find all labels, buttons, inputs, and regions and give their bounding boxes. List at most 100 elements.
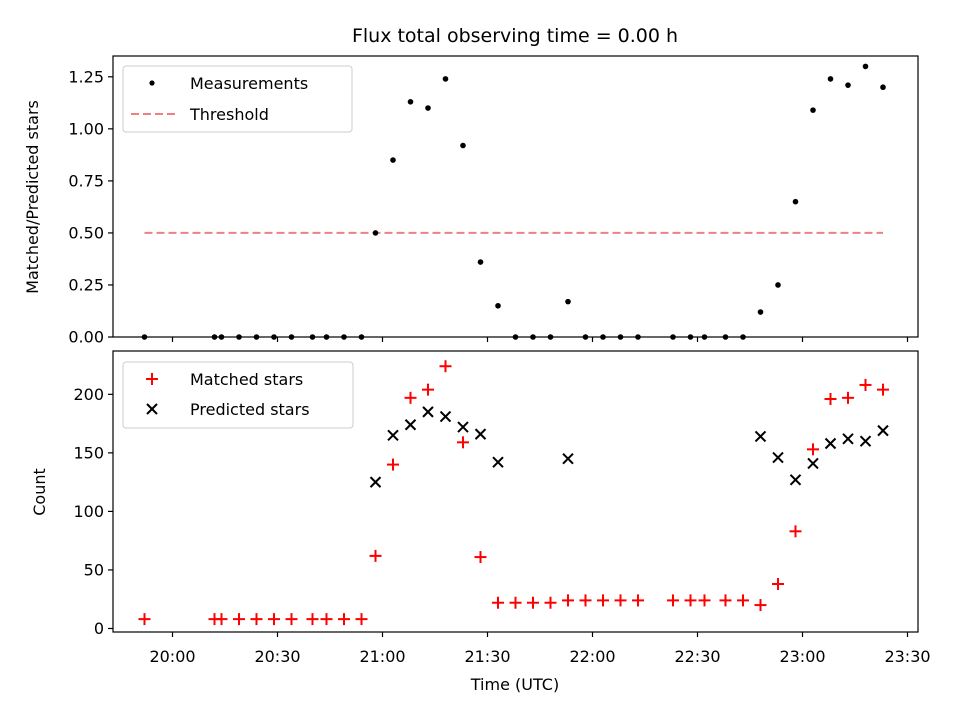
matched-star-point xyxy=(268,613,280,626)
ratio-panel-y-label: Matched/Predicted stars xyxy=(23,100,42,294)
measurement-point xyxy=(407,98,414,105)
count-legend-box xyxy=(122,361,354,429)
x-axis-label: Time (UTC) xyxy=(470,675,559,694)
measurement-point xyxy=(880,84,886,91)
predicted-star-stroke-b xyxy=(562,453,574,465)
matched-star-point xyxy=(632,594,644,607)
matched-star-point xyxy=(387,458,399,471)
matched-star-point xyxy=(859,378,872,391)
ratio-panel-y-axis: 0.00 0.25 0.50 0.75 1.00 1.25 xyxy=(68,67,113,347)
matched-star-point xyxy=(597,594,609,607)
matched-star-point xyxy=(492,596,504,609)
matched-star-point xyxy=(684,594,697,607)
matched-star-point xyxy=(404,391,417,404)
matched-star-point xyxy=(355,613,368,626)
matched-star-point xyxy=(439,360,452,373)
measurement-point xyxy=(810,107,816,113)
ratio-panel-x-ticks xyxy=(171,337,909,342)
y-tick-label: 0.50 xyxy=(68,223,104,242)
x-tick-label: 21:00 xyxy=(359,647,405,666)
ratio-legend-box xyxy=(122,65,353,133)
count-panel-marks xyxy=(138,360,889,626)
matched-star-point xyxy=(824,393,837,406)
x-tick-label: 21:30 xyxy=(464,647,510,666)
count-panel-legend: Matched stars Predicted stars xyxy=(122,361,354,429)
y-tick-label: 50 xyxy=(84,560,104,579)
matched-star-point xyxy=(138,613,151,626)
matched-star-point xyxy=(614,594,627,607)
y-tick-label: 100 xyxy=(73,502,104,521)
predicted-star-point xyxy=(369,476,382,488)
measurement-point xyxy=(757,309,764,315)
ratio-panel-legend: Measurements Threshold xyxy=(122,65,353,133)
count-panel: 0 50 100 150 200 20:00 20:30 21:00 21:30 22:00 22… xyxy=(30,350,931,694)
x-tick-label: 23:30 xyxy=(884,647,930,666)
matched-star-point xyxy=(509,596,522,609)
measurement-point xyxy=(495,302,501,309)
measurement-point xyxy=(775,282,781,288)
predicted-star-point xyxy=(562,453,574,465)
predicted-star-stroke-b xyxy=(877,424,889,437)
measurement-point xyxy=(460,142,466,149)
predicted-star-stroke-b xyxy=(824,437,837,450)
predicted-star-stroke-b xyxy=(439,410,452,423)
predicted-star-stroke-b xyxy=(859,435,872,447)
legend-predicted-marker xyxy=(146,403,158,415)
matched-star-point xyxy=(667,594,679,607)
matched-star-point xyxy=(562,594,574,607)
matched-star-point xyxy=(369,549,382,562)
measurement-point xyxy=(845,82,851,88)
matched-star-point xyxy=(306,613,319,626)
predicted-star-stroke-b xyxy=(842,433,854,445)
x-tick-label: 20:30 xyxy=(254,647,300,666)
legend-matched-marker xyxy=(146,373,158,385)
matched-star-point xyxy=(877,383,889,396)
y-tick-label: 1.25 xyxy=(68,67,104,86)
measurement-point xyxy=(477,259,484,265)
x-tick-label: 22:00 xyxy=(569,647,615,666)
matched-star-point xyxy=(250,613,263,626)
predicted-star-stroke-b xyxy=(474,428,487,440)
predicted-star-point xyxy=(404,419,417,431)
y-tick-label: 0 xyxy=(94,619,104,638)
predicted-star-stroke-b xyxy=(754,430,767,443)
predicted-star-stroke-b xyxy=(404,419,417,431)
count-panel-border xyxy=(112,350,919,633)
chart-title: Flux total observing time = 0.00 h xyxy=(352,25,678,47)
x-tick-label: 23:00 xyxy=(779,647,825,666)
measurement-point xyxy=(827,76,834,82)
predicted-star-stroke-b xyxy=(807,457,819,470)
matched-star-point xyxy=(527,596,539,609)
predicted-star-point xyxy=(439,410,452,423)
predicted-star-stroke-b xyxy=(457,421,469,433)
measurement-point xyxy=(390,157,396,163)
predicted-star-point xyxy=(422,406,434,418)
legend-predicted-label: Predicted stars xyxy=(190,400,310,419)
matched-star-point xyxy=(789,525,802,538)
matched-star-point xyxy=(422,383,434,396)
predicted-star-point xyxy=(474,428,487,440)
count-panel-y-axis: 0 50 100 150 200 xyxy=(73,385,113,638)
measurement-point xyxy=(792,198,799,205)
y-tick-label: 200 xyxy=(73,385,104,404)
y-tick-label: 0.25 xyxy=(68,275,104,294)
measurement-point xyxy=(372,230,379,236)
predicted-star-point xyxy=(859,435,872,447)
y-tick-label: 150 xyxy=(73,443,104,462)
predicted-star-point xyxy=(492,456,504,468)
matched-star-point xyxy=(320,613,333,626)
predicted-star-stroke-b xyxy=(387,429,399,442)
measurement-point xyxy=(862,63,869,70)
x-tick-label: 22:30 xyxy=(674,647,720,666)
predicted-star-point xyxy=(789,474,802,486)
predicted-star-stroke-b xyxy=(369,476,382,488)
predicted-star-point xyxy=(387,429,399,442)
y-tick-label: 1.00 xyxy=(68,119,104,138)
matched-star-point xyxy=(719,594,732,607)
count-panel-y-label: Count xyxy=(30,468,49,516)
measurement-point xyxy=(565,298,571,305)
matched-star-point xyxy=(737,594,749,607)
matched-star-point xyxy=(698,594,711,607)
measurement-point xyxy=(442,76,449,82)
